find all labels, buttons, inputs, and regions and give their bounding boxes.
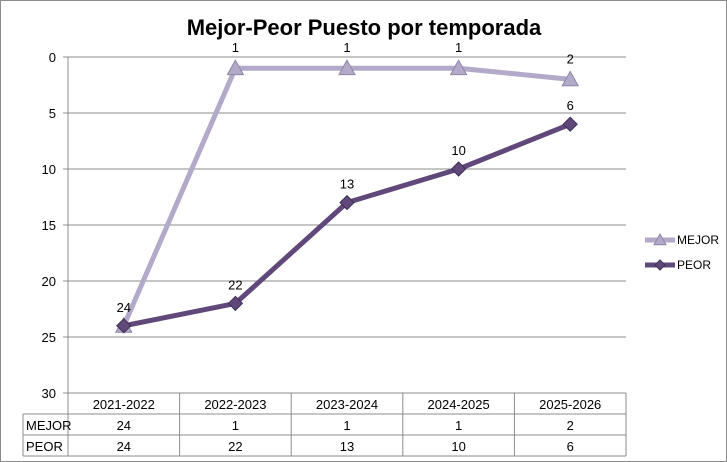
y-tick-label: 20 bbox=[42, 274, 56, 289]
data-label-mejor: 1 bbox=[343, 40, 350, 55]
y-tick-label: 30 bbox=[42, 386, 56, 401]
data-label-mejor: 1 bbox=[232, 40, 239, 55]
data-point-peor bbox=[562, 116, 578, 132]
data-label-mejor: 1 bbox=[455, 40, 462, 55]
y-tick-label: 5 bbox=[49, 106, 56, 121]
y-tick-label: 0 bbox=[49, 50, 56, 65]
data-point-peor bbox=[450, 161, 467, 177]
data-label-peor: 10 bbox=[451, 143, 465, 158]
table-category-header: 2025-2026 bbox=[539, 397, 601, 412]
legend-marker-peor bbox=[654, 259, 666, 271]
grid-layer bbox=[68, 56, 626, 394]
data-label-mejor: 2 bbox=[567, 51, 574, 66]
table-cell: 24 bbox=[117, 418, 131, 433]
y-tick-label: 25 bbox=[42, 330, 56, 345]
y-tick-label: 15 bbox=[42, 218, 56, 233]
data-point-peor bbox=[339, 194, 355, 211]
data-label-peor: 24 bbox=[117, 300, 131, 315]
legend-marker-mejor bbox=[653, 232, 667, 246]
table-category-header: 2021-2022 bbox=[93, 397, 155, 412]
table-category-header: 2024-2025 bbox=[428, 397, 490, 412]
table-cell: 1 bbox=[232, 418, 239, 433]
y-tick-label: 10 bbox=[42, 162, 56, 177]
data-label-peor: 6 bbox=[567, 98, 574, 113]
legend: MEJOR PEOR bbox=[645, 232, 719, 272]
data-point-peor bbox=[227, 295, 244, 312]
table-cell: 22 bbox=[228, 439, 242, 454]
table-cell: 1 bbox=[455, 418, 462, 433]
table-cell: 13 bbox=[340, 439, 354, 454]
data-point-mejor bbox=[561, 70, 580, 87]
data-table: 2021-2022 2022-2023 2023-2024 2024-2025 2025… bbox=[22, 392, 627, 457]
table-category-header: 2023-2024 bbox=[316, 397, 378, 412]
series-layer bbox=[114, 59, 580, 334]
table-cell: 2 bbox=[567, 418, 574, 433]
data-point-mejor bbox=[449, 59, 468, 76]
table-cell: 10 bbox=[451, 439, 465, 454]
data-point-peor bbox=[116, 318, 132, 334]
table-category-header: 2022-2023 bbox=[204, 397, 266, 412]
data-label-peor: 22 bbox=[228, 277, 242, 292]
legend-label-mejor: MEJOR bbox=[677, 233, 719, 247]
table-cell: 24 bbox=[117, 439, 131, 454]
table-cell: 1 bbox=[343, 418, 350, 433]
data-point-mejor bbox=[338, 59, 356, 76]
table-row-label: PEOR bbox=[26, 439, 63, 454]
chart-title: Mejor-Peor Puesto por temporada bbox=[187, 15, 542, 40]
y-axis: 0 5 10 15 20 25 30 bbox=[42, 50, 69, 401]
data-labels: 24 22 13 10 6 1 1 1 2 bbox=[117, 40, 574, 315]
data-label-peor: 13 bbox=[340, 177, 354, 192]
table-cell: 6 bbox=[567, 439, 574, 454]
data-point-mejor bbox=[226, 59, 245, 76]
legend-label-peor: PEOR bbox=[677, 258, 711, 272]
table-row-label: MEJOR bbox=[26, 418, 72, 433]
